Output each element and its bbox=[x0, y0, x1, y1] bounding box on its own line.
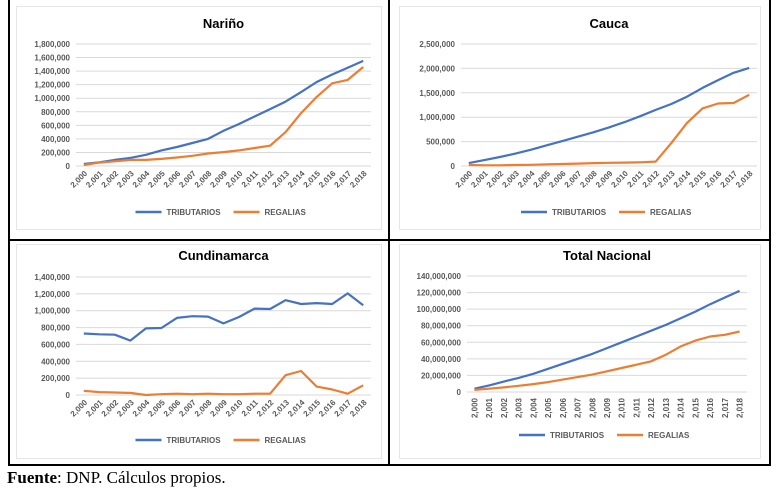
y-tick-label: 60,000,000 bbox=[421, 338, 462, 347]
y-tick-label: 1,200,000 bbox=[34, 290, 70, 299]
series-line-regalias bbox=[83, 66, 364, 167]
caption-text: : DNP. Cálculos propios. bbox=[57, 468, 226, 487]
legend-label-tributarios: TRIBUTARIOS bbox=[167, 436, 222, 445]
y-tick-label: 600,000 bbox=[41, 340, 70, 349]
x-tick-label: 2,004 bbox=[529, 397, 538, 418]
x-tick-label: 2,017 bbox=[721, 397, 730, 418]
y-tick-label: 200,000 bbox=[41, 148, 70, 157]
chart-title: Cundinamarca bbox=[178, 248, 269, 263]
y-tick-label: 100,000,000 bbox=[417, 305, 462, 314]
y-tick-label: 120,000,000 bbox=[417, 289, 462, 298]
x-tick-label: 2,006 bbox=[559, 397, 568, 418]
x-tick-label: 2,010 bbox=[618, 397, 627, 418]
series-line-regalias bbox=[474, 330, 740, 391]
series-line-regalias bbox=[83, 369, 364, 397]
x-tick-label: 2,001 bbox=[485, 397, 494, 418]
chart-svg: Total Nacional 0 20,000,000 40,000,000 60,00… bbox=[399, 244, 761, 459]
caption-label: Fuente bbox=[7, 468, 58, 487]
x-tick-label: 2,014 bbox=[677, 397, 686, 418]
y-tick-label: 800,000 bbox=[41, 324, 70, 333]
y-tick-label: 80,000,000 bbox=[421, 322, 462, 331]
x-tick-label: 2,007 bbox=[574, 397, 583, 418]
x-tick-label: 2,005 bbox=[544, 397, 553, 418]
chart-svg: Cundinamarca 0 200,000 400,000 600,000 800,00… bbox=[16, 244, 382, 459]
chart-area bbox=[399, 244, 761, 459]
series-line-tributarios bbox=[83, 292, 364, 342]
series-line-tributarios bbox=[468, 66, 750, 165]
x-tick-label: 2,003 bbox=[515, 397, 524, 418]
legend-label-regalias: REGALIAS bbox=[648, 431, 690, 440]
x-tick-label: 2,013 bbox=[662, 397, 671, 418]
y-tick-label: 0 bbox=[66, 391, 71, 400]
legend-label-tributarios: TRIBUTARIOS bbox=[167, 208, 222, 217]
y-tick-label: 140,000,000 bbox=[417, 272, 462, 281]
legend-label-regalias: REGALIAS bbox=[265, 436, 307, 445]
y-tick-label: 1,000,000 bbox=[34, 94, 70, 103]
y-tick-label: 1,000,000 bbox=[34, 307, 70, 316]
y-tick-label: 0 bbox=[451, 162, 456, 171]
y-tick-label: 1,200,000 bbox=[34, 81, 70, 90]
y-tick-label: 0 bbox=[457, 388, 462, 397]
chart-title: Cauca bbox=[589, 16, 629, 31]
chart-narino: Nariño 0 200,000 400,000 600,000 800,000 1,000… bbox=[16, 6, 382, 230]
x-tick-label: 2,011 bbox=[632, 397, 641, 417]
series-line-tributarios bbox=[83, 59, 364, 166]
vertical-divider bbox=[388, 0, 390, 466]
y-tick-label: 200,000 bbox=[41, 374, 70, 383]
y-tick-label: 1,400,000 bbox=[34, 273, 70, 282]
x-tick-label: 2,009 bbox=[603, 397, 612, 418]
y-tick-label: 2,500,000 bbox=[419, 40, 455, 49]
chart-area bbox=[16, 244, 382, 459]
chart-cauca: Cauca 0 500,000 1,000,000 1,500,000 2,000,000… bbox=[399, 6, 761, 230]
series-line-tributarios bbox=[474, 289, 741, 390]
y-tick-label: 1,500,000 bbox=[419, 89, 455, 98]
source-caption: Fuente: DNP. Cálculos propios. bbox=[7, 468, 226, 488]
y-tick-label: 0 bbox=[66, 162, 71, 171]
series-line-regalias bbox=[468, 93, 750, 167]
legend-label-regalias: REGALIAS bbox=[265, 208, 307, 217]
x-tick-label: 2,015 bbox=[691, 397, 700, 418]
chart-cundinamarca: Cundinamarca 0 200,000 400,000 600,000 800,00… bbox=[16, 244, 382, 459]
y-tick-label: 2,000,000 bbox=[419, 64, 455, 73]
y-tick-label: 400,000 bbox=[41, 357, 70, 366]
chart-svg: Cauca 0 500,000 1,000,000 1,500,000 2,000,000… bbox=[399, 6, 761, 230]
chart-svg: Nariño 0 200,000 400,000 600,000 800,000 1,000… bbox=[16, 6, 382, 230]
legend-label-tributarios: TRIBUTARIOS bbox=[552, 208, 607, 217]
chart-title: Nariño bbox=[203, 16, 244, 31]
legend-label-regalias: REGALIAS bbox=[650, 208, 692, 217]
x-tick-label: 2,016 bbox=[706, 397, 715, 418]
y-tick-label: 20,000,000 bbox=[421, 371, 462, 380]
x-tick-label: 2,002 bbox=[500, 397, 509, 418]
x-tick-label: 2,008 bbox=[588, 397, 597, 418]
legend-label-tributarios: TRIBUTARIOS bbox=[550, 431, 605, 440]
x-tick-label: 2,018 bbox=[736, 397, 745, 418]
y-tick-label: 400,000 bbox=[41, 135, 70, 144]
y-tick-label: 600,000 bbox=[41, 121, 70, 130]
x-tick-label: 2,000 bbox=[470, 397, 479, 418]
y-tick-label: 40,000,000 bbox=[421, 355, 462, 364]
y-tick-label: 500,000 bbox=[426, 138, 455, 147]
chart-area bbox=[16, 6, 382, 230]
chart-title: Total Nacional bbox=[563, 248, 651, 263]
y-tick-label: 1,800,000 bbox=[34, 40, 70, 49]
chart-total-nacional: Total Nacional 0 20,000,000 40,000,000 60,00… bbox=[399, 244, 761, 459]
horizontal-divider bbox=[8, 239, 771, 241]
y-tick-label: 1,400,000 bbox=[34, 67, 70, 76]
x-tick-label: 2,012 bbox=[647, 397, 656, 418]
y-tick-label: 800,000 bbox=[41, 108, 70, 117]
y-tick-label: 1,600,000 bbox=[34, 54, 70, 63]
y-tick-label: 1,000,000 bbox=[419, 113, 455, 122]
